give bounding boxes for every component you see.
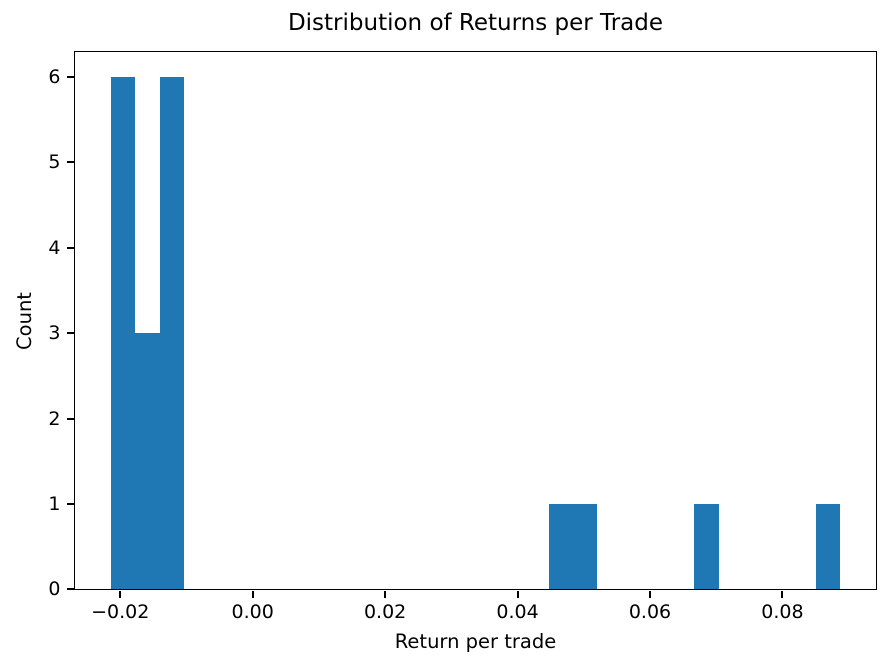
y-tick-label: 5 — [48, 151, 61, 174]
x-tick-label: 0.00 — [231, 601, 274, 623]
x-axis-tick — [516, 590, 519, 598]
y-tick-label: 3 — [48, 322, 61, 345]
x-axis-tick — [384, 590, 387, 598]
y-tick-label: 4 — [48, 236, 61, 259]
plot-area-frame — [74, 51, 877, 590]
histogram-bar — [135, 333, 160, 590]
y-axis-tick — [67, 161, 74, 164]
y-tick-label: 0 — [48, 578, 61, 601]
y-tick-label: 6 — [48, 66, 61, 89]
y-axis-tick — [67, 502, 74, 505]
y-axis-tick — [67, 332, 74, 335]
x-axis-tick — [649, 590, 651, 598]
histogram-bar — [572, 503, 598, 590]
y-tick-label: 1 — [48, 492, 61, 515]
histogram-bar — [815, 503, 841, 590]
x-tick-label: 0.08 — [761, 601, 804, 623]
x-axis-tick — [251, 590, 254, 598]
chart-title: Distribution of Returns per Trade — [287, 10, 664, 36]
x-axis-tick — [119, 590, 122, 598]
histogram-bar — [159, 77, 184, 590]
histogram-bar — [694, 503, 719, 590]
y-axis-tick — [67, 588, 74, 591]
x-tick-label: −0.02 — [91, 601, 150, 623]
x-axis-tick — [781, 590, 784, 598]
y-axis-tick — [67, 246, 74, 249]
histogram-bar — [110, 77, 136, 590]
x-tick-label: 0.04 — [496, 601, 539, 623]
x-axis-label: Return per trade — [394, 630, 557, 653]
y-axis-tick — [67, 76, 74, 79]
x-tick-label: 0.02 — [363, 601, 407, 623]
y-axis-tick — [67, 417, 74, 420]
x-tick-label: 0.06 — [628, 601, 672, 623]
y-tick-label: 2 — [48, 407, 61, 430]
histogram-bar — [548, 503, 573, 590]
